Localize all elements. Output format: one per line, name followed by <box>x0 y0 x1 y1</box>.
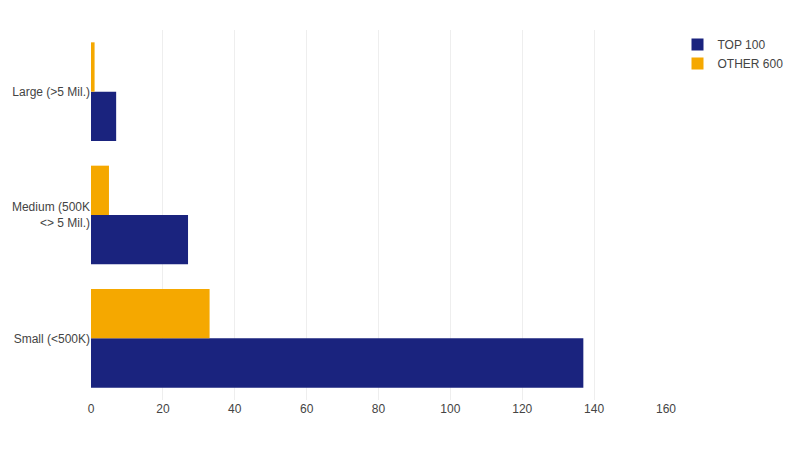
svg-text:TOP 100: TOP 100 <box>718 38 766 52</box>
svg-text:100: 100 <box>440 402 460 416</box>
svg-text:0: 0 <box>88 402 95 416</box>
svg-text:40: 40 <box>228 402 242 416</box>
svg-text:140: 140 <box>584 402 604 416</box>
svg-text:OTHER 600: OTHER 600 <box>718 57 784 71</box>
svg-text:20: 20 <box>156 402 170 416</box>
svg-text:Medium (500K<> 5 Mil.): Medium (500K<> 5 Mil.) <box>12 200 90 230</box>
svg-text:Large (>5 Mil.): Large (>5 Mil.) <box>12 85 90 99</box>
svg-text:120: 120 <box>512 402 532 416</box>
svg-text:160: 160 <box>656 402 676 416</box>
svg-text:Small (<500K): Small (<500K) <box>14 332 90 346</box>
svg-text:80: 80 <box>372 402 386 416</box>
svg-text:60: 60 <box>300 402 314 416</box>
